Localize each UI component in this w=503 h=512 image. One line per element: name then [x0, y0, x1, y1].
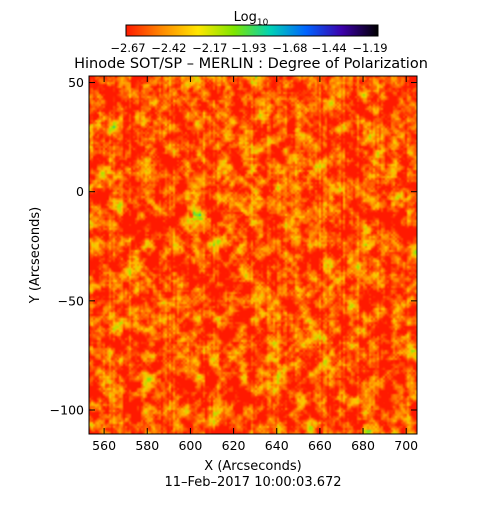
plot-area: 560 580 600 620 640 660 680 700 50 0 −50 −100 [50, 75, 419, 453]
x-tick-label: 640 [265, 438, 289, 453]
x-axis-ticks: 560 580 600 620 640 660 680 700 [92, 76, 418, 453]
x-tick-label: 700 [394, 438, 418, 453]
colorbar-tick-label: −1.93 [231, 41, 266, 55]
y-axis-label: Y (Arcseconds) [28, 207, 43, 304]
chart-title: Hinode SOT/SP – MERLIN : Degree of Polar… [74, 56, 428, 72]
y-tick-label: −100 [50, 402, 84, 417]
x-tick-label: 620 [222, 438, 246, 453]
colorbar-tick-label: −1.44 [311, 41, 346, 55]
x-tick-label: 680 [351, 438, 375, 453]
x-tick-label: 560 [92, 438, 116, 453]
y-axis-ticks: 50 0 −50 −100 [50, 75, 417, 417]
colorbar-tick-label: −2.67 [110, 41, 145, 55]
y-tick-label: −50 [58, 293, 84, 308]
plot-frame [88, 75, 418, 435]
x-tick-label: 660 [308, 438, 332, 453]
x-tick-label: 580 [135, 438, 159, 453]
x-axis-label: X (Arcseconds) [204, 459, 301, 474]
y-tick-label: 0 [76, 184, 84, 199]
colorbar-tick-label: −2.17 [192, 41, 227, 55]
colorbar-tick-label: −2.42 [151, 41, 186, 55]
x-tick-label: 600 [178, 438, 202, 453]
colorbar-tick-label: −1.19 [352, 41, 387, 55]
colorbar-label: Log10 [234, 10, 269, 28]
y-tick-label: 50 [68, 75, 84, 90]
colorbar-ticks: −2.67 −2.42 −2.17 −1.93 −1.68 −1.44 −1.19 [110, 41, 387, 55]
observation-timestamp: 11–Feb–2017 10:00:03.672 [164, 475, 341, 490]
colorbar-tick-label: −1.68 [272, 41, 307, 55]
heatmap-image [89, 76, 417, 434]
colorbar: Log10 −2.67 −2.42 −2.17 −1.93 −1.68 −1.44 −1.1… [110, 10, 387, 55]
colorbar-bar [125, 24, 379, 37]
